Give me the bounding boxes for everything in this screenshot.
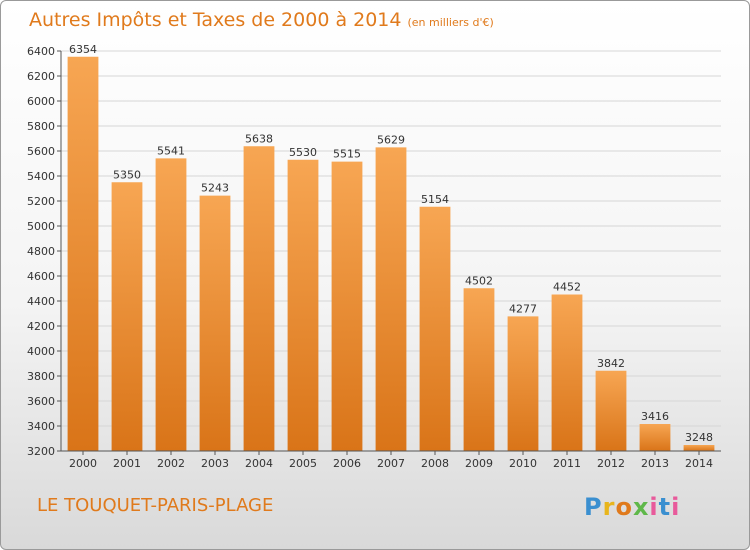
bar: [287, 159, 319, 451]
x-tick-label: 2007: [377, 457, 405, 470]
x-tick-label: 2004: [245, 457, 273, 470]
y-tick-label: 3800: [27, 370, 55, 383]
bar: [155, 158, 187, 451]
chart-title-text: Autres Impôts et Taxes de 2000 à 2014: [29, 9, 402, 31]
bar: [199, 195, 231, 451]
x-tick-label: 2013: [641, 457, 669, 470]
axis-layer: 3200 3400 3600 3800 4000 4200 4400 4600 4800 5000…: [27, 45, 721, 470]
data-label: 5243: [201, 182, 229, 195]
data-label: 5515: [333, 148, 361, 161]
data-label: 4277: [509, 302, 537, 315]
data-label: 5541: [157, 144, 185, 157]
data-label: 4502: [465, 274, 493, 287]
bar: [463, 288, 495, 451]
y-tick-label: 5400: [27, 170, 55, 183]
y-tick-label: 4400: [27, 295, 55, 308]
data-label: 6354: [69, 43, 97, 56]
x-tick-label: 2014: [685, 457, 713, 470]
x-tick-label: 2009: [465, 457, 493, 470]
bar-layer: [67, 56, 715, 451]
bar: [375, 147, 407, 451]
x-tick-label: 2005: [289, 457, 317, 470]
y-tick-label: 6400: [27, 45, 55, 58]
data-label: 5638: [245, 132, 273, 145]
bar: [67, 56, 99, 451]
y-tick-label: 5600: [27, 145, 55, 158]
x-tick-label: 2008: [421, 457, 449, 470]
y-tick-label: 3200: [27, 445, 55, 458]
y-tick-label: 4200: [27, 320, 55, 333]
chart-title: Autres Impôts et Taxes de 2000 à 2014 (en…: [29, 9, 494, 31]
data-label: 5350: [113, 168, 141, 181]
chart-unit: (en milliers d'€): [407, 16, 494, 29]
y-tick-label: 4000: [27, 345, 55, 358]
x-tick-label: 2000: [69, 457, 97, 470]
bar: [595, 370, 627, 451]
data-label: 5154: [421, 193, 449, 206]
y-tick-label: 6200: [27, 70, 55, 83]
y-tick-label: 5000: [27, 220, 55, 233]
data-label: 3842: [597, 357, 625, 370]
y-tick-label: 5800: [27, 120, 55, 133]
x-tick-label: 2006: [333, 457, 361, 470]
bar: [507, 316, 539, 451]
x-tick-label: 2002: [157, 457, 185, 470]
y-tick-label: 6000: [27, 95, 55, 108]
data-label: 5530: [289, 146, 317, 159]
x-tick-label: 2010: [509, 457, 537, 470]
bar: [111, 182, 143, 451]
bar: [683, 445, 715, 451]
bar: [331, 161, 363, 451]
y-tick-label: 5200: [27, 195, 55, 208]
x-tick-label: 2011: [553, 457, 581, 470]
data-label: 3416: [641, 410, 669, 423]
proxiti-logo: Proxiti: [584, 493, 681, 521]
data-label: 5629: [377, 133, 405, 146]
bar: [419, 206, 451, 451]
bar: [551, 294, 583, 451]
bar: [639, 424, 671, 451]
x-tick-label: 2001: [113, 457, 141, 470]
data-label: 4452: [553, 281, 581, 294]
data-label: 3248: [685, 431, 713, 444]
y-tick-label: 4800: [27, 245, 55, 258]
y-tick-label: 3600: [27, 395, 55, 408]
y-tick-label: 4600: [27, 270, 55, 283]
label-layer: 6354 5350 5541 5243 5638 5530 5515 5629 5154 4502…: [69, 43, 713, 444]
place-name: LE TOUQUET-PARIS-PLAGE: [37, 495, 274, 516]
x-tick-label: 2012: [597, 457, 625, 470]
y-tick-label: 3400: [27, 420, 55, 433]
x-tick-label: 2003: [201, 457, 229, 470]
bar: [243, 146, 275, 451]
